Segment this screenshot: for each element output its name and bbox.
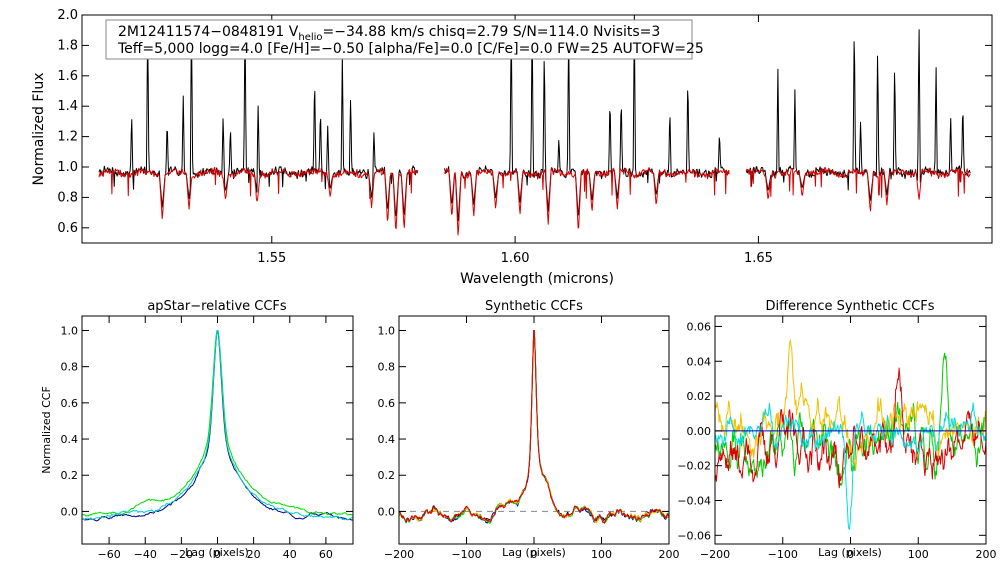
synthetic-x-tick-label: 100 — [591, 548, 612, 561]
apstar-ccf-1-line — [82, 329, 353, 522]
synthetic-ccf-red-line — [399, 329, 669, 524]
difference-diff-cyan-line — [715, 402, 986, 530]
difference-x-tick-label: −100 — [768, 548, 798, 561]
difference-x-tick-label: 0 — [847, 548, 854, 561]
apstar-y-tick-label: 0.2 — [61, 469, 79, 482]
difference-panel-title: Difference Synthetic CCFs — [765, 299, 934, 314]
synthetic-y-tick-label: 0.0 — [378, 505, 396, 518]
spectrum-panel: 1.55 1.60 1.65 0.6 0.8 1.0 1.2 1.4 1.6 1.8 2.0 2M1… — [31, 8, 993, 287]
spectrum-y-tick-label: 0.8 — [57, 190, 78, 205]
spectrum-y-axis-title: Normalized Flux — [31, 73, 47, 186]
spectrum-y-tick-label: 1.0 — [57, 160, 78, 175]
apstar-ccf-2-line — [82, 329, 353, 517]
legend-line1-prefix: 2M12411574−0848191 V — [118, 24, 299, 40]
spectrum-y-tick-label: 1.4 — [57, 99, 78, 114]
synthetic-x-axis-title: Lag (pixels) — [502, 546, 566, 559]
apstar-ccf-panel: apStar−relative CCFs −60 −40 −20 0 20 40 60 0.0… — [40, 299, 354, 561]
apstar-y-tick-label: 0.6 — [61, 397, 79, 410]
synthetic-y-tick-label: 0.4 — [378, 433, 396, 446]
difference-y-tick-label: 0.02 — [687, 390, 712, 403]
apstar-y-tick-label: 0.4 — [61, 433, 79, 446]
apstar-axis-ticks: −60 −40 −20 0 20 40 60 0.0 0.2 0.4 0.6 0.8 1.0 — [61, 316, 353, 561]
spectrum-x-tick-label: 1.60 — [501, 251, 530, 266]
legend-line1-subscript: helio — [298, 32, 322, 43]
spectrum-y-tick-label: 0.6 — [57, 221, 78, 236]
apstar-x-tick-label: −60 — [97, 548, 120, 561]
difference-y-tick-label: 0.04 — [687, 355, 712, 368]
synthetic-ccf-black-line — [399, 329, 669, 524]
difference-diff-yellow-line — [715, 339, 986, 471]
synthetic-x-tick-label: −200 — [384, 548, 414, 561]
apstar-y-tick-label: 1.0 — [61, 324, 79, 337]
synthetic-spectrum-line — [98, 166, 971, 236]
difference-axis-ticks: −200 −100 0 100 200 −0.06 −0.04 −0.02 0.00 0.02 0.… — [677, 316, 997, 561]
apstar-ccf-series — [82, 329, 353, 522]
synthetic-x-tick-label: 200 — [659, 548, 680, 561]
difference-y-tick-label: −0.02 — [677, 460, 711, 473]
difference-y-tick-label: −0.06 — [677, 529, 711, 542]
apstar-plot-frame — [81, 315, 354, 545]
difference-y-tick-label: 0.00 — [687, 425, 712, 438]
difference-y-tick-label: 0.06 — [687, 320, 712, 333]
synthetic-ccf-green-line — [399, 329, 669, 524]
legend-frame — [105, 19, 693, 60]
apstar-panel-title: apStar−relative CCFs — [147, 299, 287, 314]
spectrum-y-tick-label: 1.6 — [57, 69, 78, 84]
spectrum-x-axis-title: Wavelength (microns) — [460, 271, 614, 287]
difference-x-tick-label: −200 — [700, 548, 730, 561]
difference-ccf-panel: Difference Synthetic CCFs −200 −100 0 100 20… — [677, 299, 996, 561]
synthetic-ccf-blue-line — [399, 329, 669, 524]
spectrum-y-tick-label: 1.2 — [57, 130, 78, 145]
difference-y-tick-label: −0.04 — [677, 494, 711, 507]
apstar-x-tick-label: 20 — [247, 548, 261, 561]
apstar-ccf-3-line — [82, 329, 353, 521]
synthetic-y-tick-label: 0.6 — [378, 397, 396, 410]
synthetic-x-tick-label: 0 — [531, 548, 538, 561]
apstar-y-axis-title: Normalized CCF — [40, 386, 53, 474]
apstar-x-tick-label: −20 — [170, 548, 193, 561]
apstar-y-tick-label: 0.8 — [61, 361, 79, 374]
spectrum-plot-frame — [81, 14, 993, 244]
legend-line1-rest: =−34.88 km/s chisq=2.79 S/N=114.0 Nvisit… — [323, 24, 661, 40]
spectrum-axis-ticks: 1.55 1.60 1.65 0.6 0.8 1.0 1.2 1.4 1.6 1.8 2.0 — [57, 8, 992, 266]
synthetic-y-tick-label: 1.0 — [378, 324, 396, 337]
synthetic-y-tick-label: 0.2 — [378, 469, 396, 482]
synthetic-ccf-series — [399, 329, 669, 524]
synthetic-ccf-yellow-line — [399, 329, 669, 524]
apstar-x-tick-label: 0 — [214, 548, 221, 561]
difference-diff-red-line — [715, 367, 986, 489]
difference-x-tick-label: 100 — [908, 548, 929, 561]
synthetic-ccf-panel: Synthetic CCFs −200 −100 0 100 200 0.0 0.2 0.4 0… — [378, 299, 680, 561]
spectrum-x-tick-label: 1.55 — [257, 251, 286, 266]
synthetic-panel-title: Synthetic CCFs — [485, 299, 583, 314]
difference-x-tick-label: 200 — [976, 548, 997, 561]
synthetic-spectrum-path — [98, 166, 971, 236]
difference-ccf-series — [715, 339, 986, 530]
apstar-x-tick-label: −40 — [134, 548, 157, 561]
spectrum-y-tick-label: 2.0 — [57, 8, 78, 23]
spectrum-x-tick-label: 1.65 — [744, 251, 773, 266]
synthetic-plot-frame — [398, 315, 670, 545]
spectrum-legend-box: 2M12411574−0848191 Vhelio=−34.88 km/s ch… — [105, 19, 704, 60]
synthetic-y-tick-label: 0.8 — [378, 361, 396, 374]
legend-line-2: Teff=5,000 logg=4.0 [Fe/H]=−0.50 [alpha/… — [117, 41, 704, 57]
synthetic-axis-ticks: −200 −100 0 100 200 0.0 0.2 0.4 0.6 0.8 1.0 — [378, 316, 680, 561]
spectrum-y-tick-label: 1.8 — [57, 38, 78, 53]
apstar-y-tick-label: 0.0 — [61, 505, 79, 518]
apstar-x-axis-title: Lag (pixels) — [185, 546, 249, 559]
synthetic-x-tick-label: −100 — [451, 548, 481, 561]
legend-line-1: 2M12411574−0848191 Vhelio=−34.88 km/s ch… — [118, 24, 660, 43]
apstar-x-tick-label: 60 — [319, 548, 333, 561]
difference-x-axis-title: Lag (pixels) — [818, 546, 882, 559]
apstar-x-tick-label: 40 — [283, 548, 297, 561]
